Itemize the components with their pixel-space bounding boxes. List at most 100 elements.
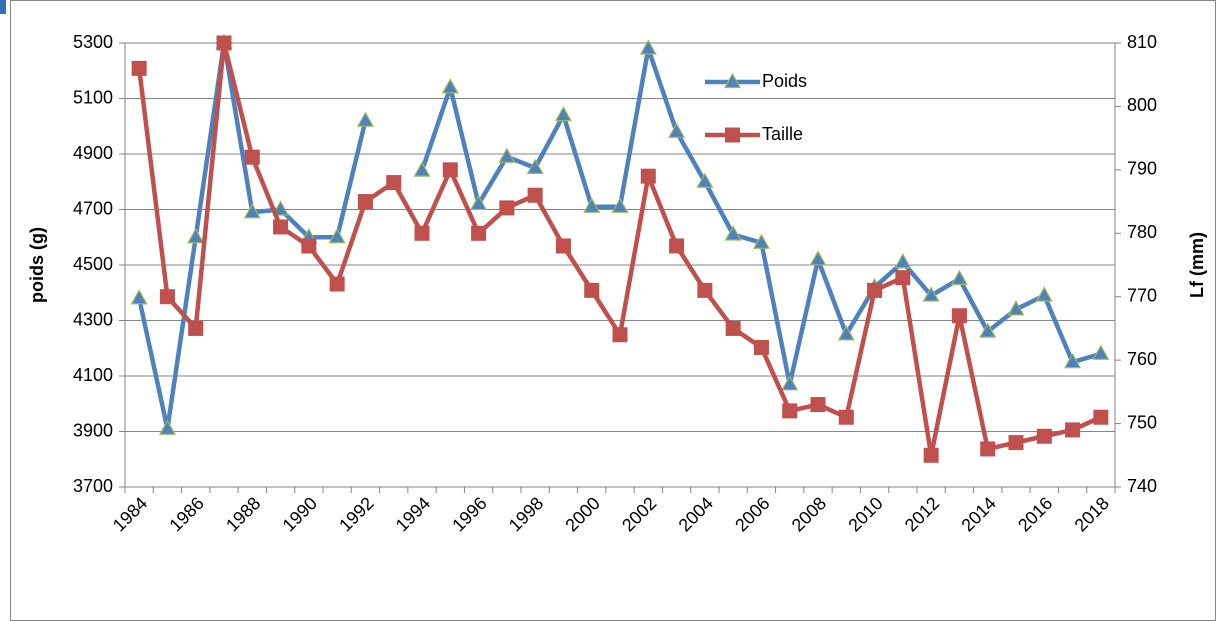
marker [555,238,571,254]
marker [131,60,147,76]
marker [554,105,572,122]
series-line [136,40,1102,458]
y2-tick-label: 770 [1127,285,1157,305]
marker [950,269,968,285]
marker [980,441,996,457]
x-tick-label: 2006 [731,493,773,535]
y2-axis-label: Lf (mm) [1187,232,1207,298]
marker [584,282,600,298]
marker [1064,352,1082,369]
marker [752,233,770,249]
marker [753,339,769,355]
x-tick-label: 2010 [844,493,886,535]
marker [329,276,345,292]
marker [640,168,656,184]
marker [1065,422,1081,438]
marker [356,111,374,127]
marker [414,225,430,241]
legend-marker [725,127,740,143]
x-tick-label: 2004 [675,493,717,535]
marker [895,270,911,286]
marker [724,225,742,241]
marker [696,172,714,188]
marker [1092,344,1110,360]
x-tick-label: 1986 [165,493,207,535]
marker [386,175,402,191]
marker [668,122,686,138]
x-tick-label: 1998 [505,493,547,535]
marker [837,325,855,341]
y-tick-label: 4100 [73,365,113,385]
y-tick-label: 4300 [73,309,113,329]
marker [243,203,261,219]
marker [867,282,883,298]
x-tick-label: 2000 [561,493,603,535]
marker [441,78,459,94]
y-tick-label: 4700 [73,198,113,218]
x-tick-label: 2014 [957,493,999,535]
x-tick-label: 1988 [222,493,264,535]
legend-marker [723,72,742,89]
x-tick-label: 1996 [448,493,490,535]
marker [158,419,176,435]
marker [1007,300,1025,316]
marker [923,447,939,463]
marker [1035,286,1053,302]
marker [979,322,997,338]
marker [188,320,204,336]
x-tick-label: 1994 [392,493,434,535]
marker [273,219,289,235]
marker [159,289,175,305]
marker [216,35,232,51]
marker [809,250,827,266]
y2-tick-label: 790 [1127,159,1157,179]
marker [272,200,290,216]
y-axis-label: poids (g) [27,227,47,303]
marker [1008,435,1024,451]
marker [697,282,713,298]
x-tick-label: 1992 [335,493,377,535]
x-tick-label: 2002 [618,493,660,535]
marker [499,200,515,216]
marker [527,187,543,203]
x-tick-label: 2008 [788,493,830,535]
y-tick-label: 5100 [73,87,113,107]
legend-label: Poids [762,71,807,91]
marker [894,252,912,269]
x-tick-label: 1984 [109,493,151,535]
y-tick-label: 4500 [73,254,113,274]
marker [612,327,628,343]
marker [471,225,487,241]
marker [470,194,488,211]
y-tick-label: 3900 [73,420,113,440]
y2-tick-label: 750 [1127,412,1157,432]
marker [413,161,431,177]
y-tick-label: 3700 [73,476,113,496]
marker [187,228,205,244]
marker [810,397,826,413]
marker [611,197,629,213]
x-tick-label: 2018 [1071,493,1113,535]
marker [301,238,317,254]
y-tick-label: 5300 [73,32,113,52]
legend-label: Taille [762,124,803,144]
y-tick-label: 4900 [73,143,113,163]
marker [442,162,458,178]
y2-tick-label: 800 [1127,95,1157,115]
y2-tick-label: 780 [1127,222,1157,242]
marker [357,194,373,210]
marker [328,228,346,244]
marker [526,158,544,174]
x-tick-label: 1990 [279,493,321,535]
marker [498,147,516,163]
marker [1093,409,1109,425]
series-line [136,40,1102,431]
x-tick-label: 2016 [1014,493,1056,535]
marker [922,286,940,302]
marker [130,289,148,305]
y2-tick-label: 740 [1127,476,1157,496]
marker [781,375,799,391]
marker [725,320,741,336]
